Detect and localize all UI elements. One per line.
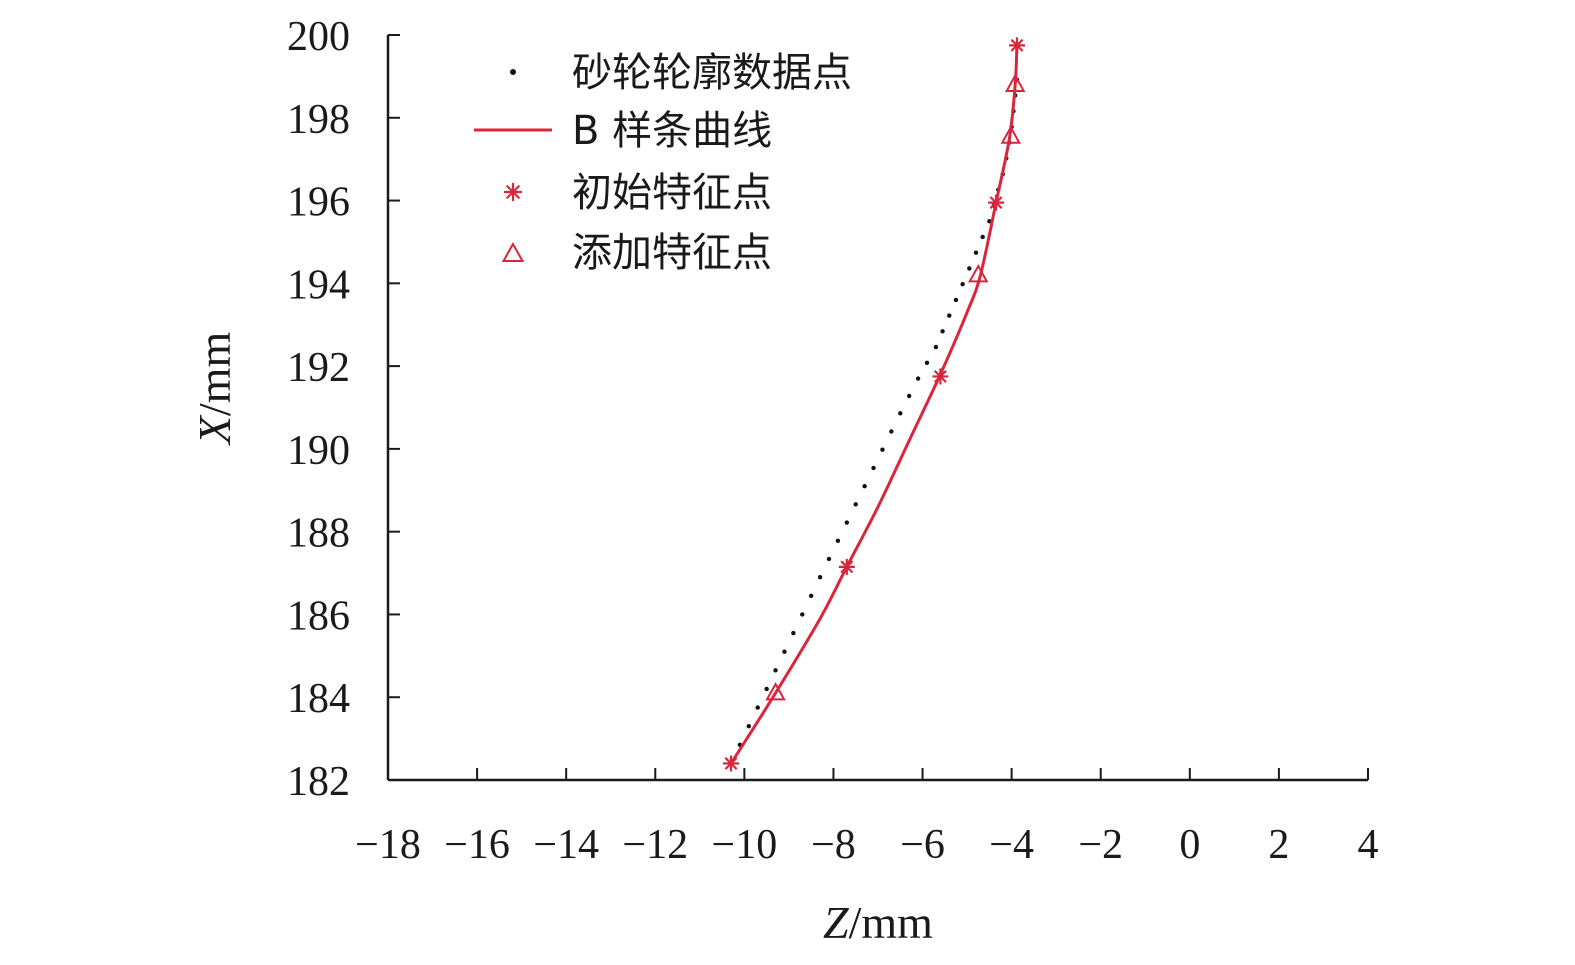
legend-dot-symbol	[510, 69, 516, 75]
profile-data-point	[808, 593, 814, 599]
y-tick-label: 196	[287, 180, 350, 226]
x-axis-title: Z/mm	[823, 897, 933, 948]
x-tick-label: 0	[1179, 822, 1200, 868]
profile-data-point	[817, 574, 823, 580]
legend-label: 初始特征点	[572, 170, 772, 216]
initial-feature-point	[1008, 37, 1025, 54]
profile-data-point	[980, 234, 985, 240]
profile-data-point	[773, 668, 778, 673]
series-2	[723, 37, 1025, 772]
y-axis-title: X/mm	[189, 332, 240, 447]
legend-label: 添加特征点	[572, 230, 772, 276]
y-tick-label: 186	[287, 593, 350, 639]
profile-data-point	[862, 483, 867, 489]
x-tick-label: −2	[1078, 822, 1123, 868]
profile-data-point	[933, 344, 939, 350]
axes: −18 −16 −14 −12 −10 −8 −6 −4 −2 0 2 4 182 184 186 188 19…	[287, 14, 1379, 868]
profile-data-point	[915, 376, 921, 381]
initial-feature-point	[838, 558, 855, 575]
x-tick-label: −14	[533, 822, 599, 868]
profile-data-point	[791, 630, 796, 636]
profile-data-point	[764, 686, 769, 692]
profile-data-point	[889, 429, 894, 434]
profile-data-point	[835, 538, 841, 543]
profile-data-point	[800, 612, 805, 617]
profile-data-point	[924, 360, 930, 365]
legend-label: 砂轮轮廓数据点	[572, 50, 852, 96]
profile-data-point	[782, 649, 787, 654]
profile-data-point	[906, 393, 912, 399]
y-axis-var: X	[189, 414, 240, 446]
x-tick-label: −4	[989, 822, 1034, 868]
profile-data-point	[826, 556, 832, 562]
added-feature-point	[1000, 125, 1021, 144]
x-axis-var: Z	[823, 897, 849, 948]
legend-label: B 样条曲线	[572, 108, 772, 154]
x-tick-label: −18	[355, 822, 421, 868]
x-tick-label: 2	[1268, 822, 1289, 868]
y-tick-label: 184	[287, 676, 350, 722]
y-tick-label: 182	[287, 759, 350, 805]
profile-data-point	[953, 297, 959, 303]
legend-item: 砂轮轮廓数据点	[510, 50, 852, 96]
legend-triangle-symbol	[501, 241, 525, 262]
profile-data-point	[947, 313, 952, 318]
y-tick-label: 190	[287, 428, 350, 474]
profile-data-point	[967, 266, 972, 271]
profile-data-point	[871, 465, 876, 471]
profile-data-point	[973, 250, 979, 255]
profile-data-point	[755, 705, 760, 710]
series-3	[765, 73, 1026, 701]
y-tick-label: 192	[287, 345, 350, 391]
profile-data-point	[844, 520, 850, 525]
plot-area	[723, 37, 1026, 772]
added-feature-point	[765, 682, 786, 701]
initial-feature-point	[932, 368, 949, 385]
initial-feature-point	[723, 755, 739, 772]
series-0	[728, 77, 1020, 766]
profile-data-point	[898, 411, 903, 416]
profile-data-point	[853, 502, 858, 507]
profile-data-point	[880, 447, 885, 452]
profile-data-point	[940, 329, 945, 334]
x-tick-label: −12	[622, 822, 688, 868]
added-feature-point	[1004, 73, 1026, 92]
initial-feature-point	[988, 194, 1005, 211]
x-tick-label: −16	[444, 822, 510, 868]
y-axis-unit: /mm	[189, 332, 240, 417]
x-tick-label: −6	[900, 822, 945, 868]
added-feature-point	[967, 264, 989, 283]
y-tick-label: 198	[287, 97, 350, 143]
legend-asterisk-symbol	[504, 183, 522, 201]
y-tick-label: 188	[287, 511, 350, 557]
y-tick-label: 194	[287, 262, 350, 308]
x-tick-label: −10	[712, 822, 778, 868]
series-1	[729, 43, 1019, 765]
profile-data-point	[960, 281, 965, 287]
legend-item: 初始特征点	[504, 170, 772, 216]
x-tick-label: −8	[811, 822, 856, 868]
y-tick-label: 200	[287, 14, 350, 60]
b-spline-curve	[729, 43, 1019, 765]
x-axis-unit: /mm	[849, 897, 934, 948]
x-tick-label: 4	[1358, 822, 1379, 868]
legend-item: B 样条曲线	[474, 108, 772, 154]
legend-item: 添加特征点	[501, 230, 772, 276]
profile-data-point	[746, 723, 752, 729]
